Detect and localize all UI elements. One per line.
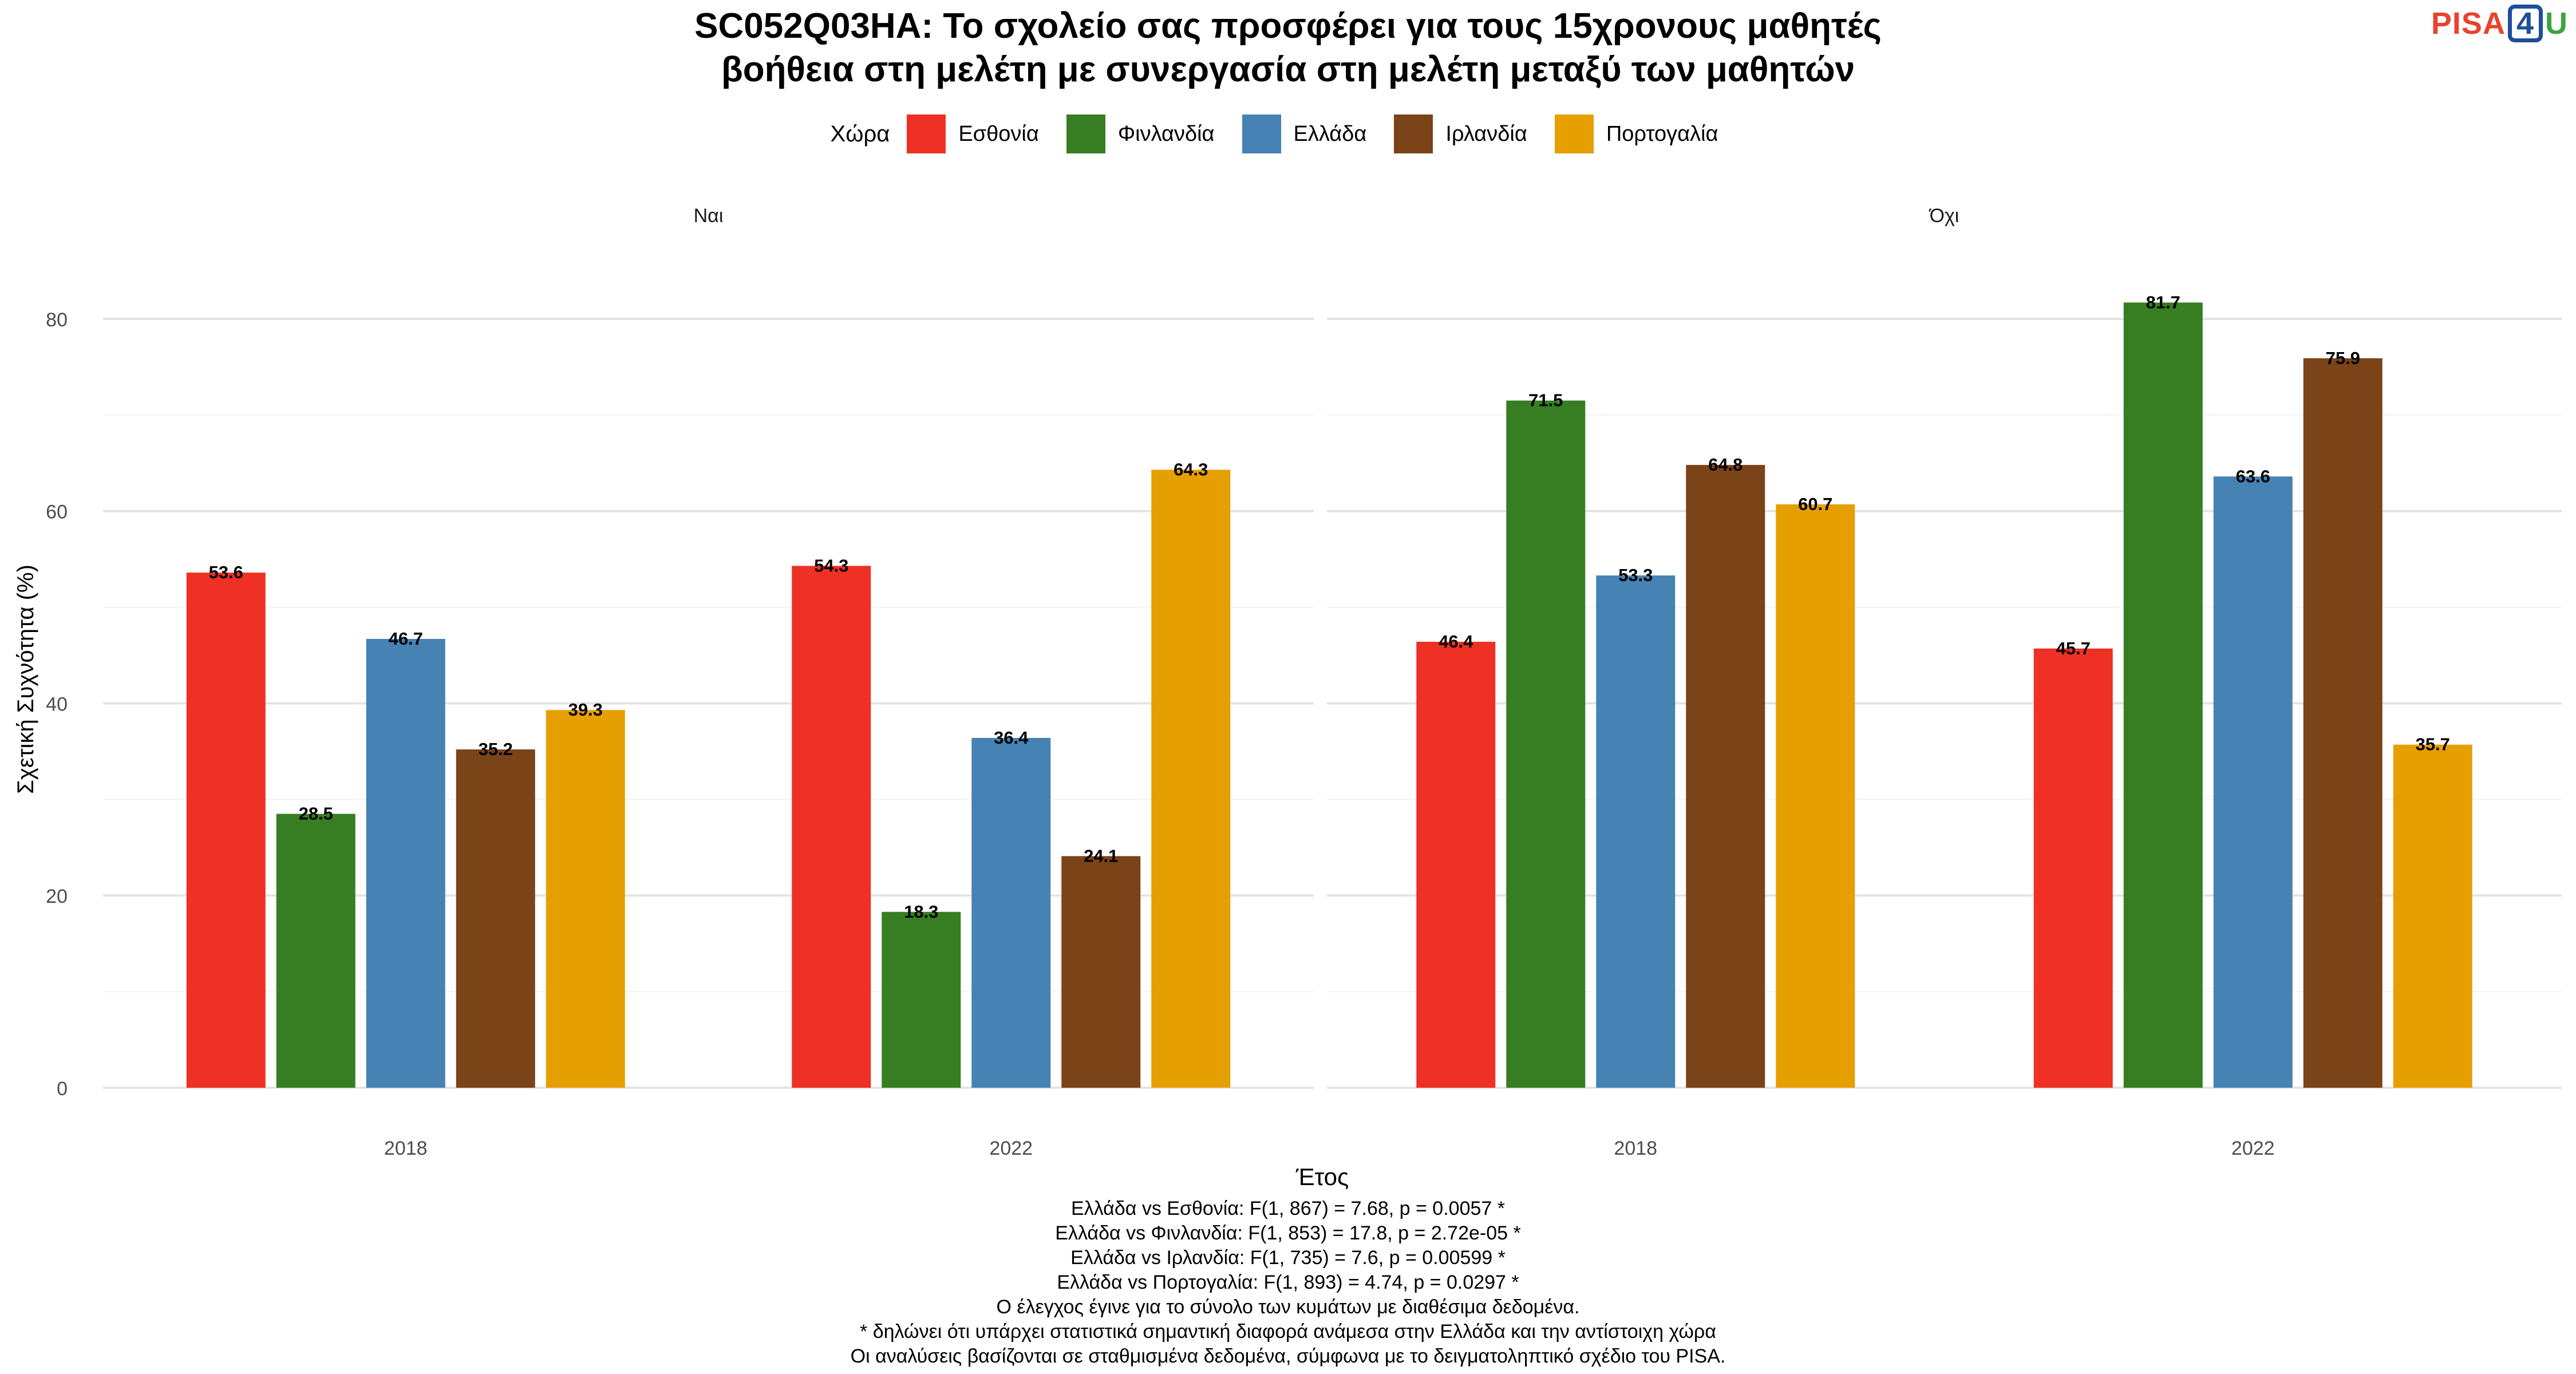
- y-tick-label: 0: [57, 1078, 68, 1100]
- note-line: Οι αναλύσεις βασίζονται σε σταθμισμένα δ…: [850, 1345, 1726, 1367]
- bar: [1061, 856, 1141, 1088]
- data-label: 35.7: [2416, 735, 2450, 755]
- bar: [276, 814, 355, 1088]
- data-label: 35.2: [479, 739, 513, 759]
- logo-text-u: U: [2545, 6, 2568, 41]
- bar: [1776, 504, 1855, 1088]
- data-label: 64.8: [1708, 455, 1743, 475]
- note-line: Ελλάδα vs Πορτογαλία: F(1, 893) = 4.74, …: [1057, 1272, 1519, 1293]
- data-label: 54.3: [814, 555, 848, 575]
- title-line-1: SC052Q03HA: Το σχολείο σας προσφέρει για…: [694, 6, 1882, 46]
- y-axis-title: Σχετική Συχνότητα (%): [13, 564, 38, 794]
- bar: [456, 749, 535, 1088]
- y-tick-label: 60: [46, 502, 68, 523]
- pisa4u-logo: PISA 4 U: [2431, 5, 2568, 42]
- bar: [186, 572, 266, 1088]
- note-line: Ελλάδα vs Ιρλανδία: F(1, 735) = 7.6, p =…: [1070, 1247, 1506, 1269]
- data-label: 24.1: [1084, 846, 1118, 866]
- legend-swatch-greece: [1242, 114, 1281, 153]
- data-label: 28.5: [299, 804, 333, 824]
- data-label: 81.7: [2146, 292, 2180, 312]
- data-label: 53.3: [1618, 565, 1653, 585]
- legend-swatch-estonia: [907, 114, 946, 153]
- data-label: 36.4: [994, 728, 1029, 748]
- data-label: 46.7: [389, 629, 423, 649]
- bar: [1151, 469, 1231, 1088]
- legend-swatch-finland: [1066, 114, 1105, 153]
- bar: [1416, 642, 1496, 1088]
- legend-title: Χώρα: [830, 121, 890, 147]
- data-label: 18.3: [904, 902, 938, 922]
- data-label: 39.3: [568, 700, 603, 720]
- bar: [1596, 575, 1676, 1088]
- logo-text-4: 4: [2507, 5, 2543, 42]
- data-label: 75.9: [2326, 348, 2360, 368]
- bar: [1506, 400, 1586, 1088]
- legend-swatch-ireland: [1394, 114, 1433, 153]
- legend-label-finland: Φινλανδία: [1117, 121, 1215, 146]
- y-tick-label: 40: [46, 693, 68, 715]
- bar: [546, 710, 625, 1088]
- legend-item-portugal: Πορτογαλία: [1554, 114, 1718, 153]
- bar: [2393, 744, 2472, 1088]
- legend-item-estonia: Εσθονία: [907, 114, 1039, 153]
- data-label: 64.3: [1174, 460, 1208, 480]
- data-label: 71.5: [1528, 390, 1563, 410]
- bar: [2303, 358, 2383, 1088]
- bar: [792, 566, 871, 1088]
- legend-item-finland: Φινλανδία: [1066, 114, 1215, 153]
- bar: [2033, 648, 2113, 1088]
- x-tick-label: 2018: [1614, 1138, 1657, 1159]
- x-tick-label: 2018: [384, 1138, 428, 1159]
- bar: [971, 737, 1051, 1088]
- facet-label: Ναι: [694, 205, 724, 227]
- bar: [366, 638, 445, 1088]
- x-tick-label: 2022: [2231, 1138, 2275, 1159]
- note-line: Ο έλεγχος έγινε για το σύνολο των κυμάτω…: [996, 1296, 1580, 1318]
- data-label: 45.7: [2056, 638, 2091, 658]
- note-line: Ελλάδα vs Φινλανδία: F(1, 853) = 17.8, p…: [1055, 1222, 1521, 1244]
- data-label: 63.6: [2236, 466, 2270, 486]
- footnotes: Ελλάδα vs Εσθονία: F(1, 867) = 7.68, p =…: [0, 1197, 2576, 1369]
- note-line: Ελλάδα vs Εσθονία: F(1, 867) = 7.68, p =…: [1071, 1198, 1505, 1219]
- data-label: 46.4: [1439, 631, 1473, 652]
- x-axis-title: Έτος: [1295, 1163, 1349, 1190]
- x-tick-label: 2022: [989, 1138, 1033, 1159]
- bar: [2123, 302, 2203, 1088]
- legend: Χώρα Εσθονία Φινλανδία Ελλάδα Ιρλανδία Π…: [0, 114, 2576, 153]
- facet-label: Όχι: [1929, 205, 1959, 227]
- y-tick-label: 20: [46, 886, 68, 907]
- chart-title: SC052Q03HA: Το σχολείο σας προσφέρει για…: [0, 5, 2576, 92]
- data-label: 60.7: [1798, 494, 1832, 514]
- logo-text-pisa: PISA: [2431, 6, 2506, 41]
- legend-label-estonia: Εσθονία: [958, 121, 1039, 146]
- y-tick-label: 80: [46, 309, 68, 331]
- legend-label-greece: Ελλάδα: [1293, 121, 1367, 146]
- legend-label-ireland: Ιρλανδία: [1445, 121, 1527, 146]
- data-label: 53.6: [209, 562, 243, 582]
- bar: [2213, 476, 2293, 1088]
- note-line: * δηλώνει ότι υπάρχει στατιστικά σημαντι…: [860, 1321, 1716, 1343]
- legend-label-portugal: Πορτογαλία: [1606, 121, 1718, 146]
- title-line-2: βοήθεια στη μελέτη με συνεργασία στη μελ…: [721, 50, 1855, 89]
- legend-swatch-portugal: [1554, 114, 1594, 153]
- bar: [1686, 465, 1765, 1088]
- legend-item-greece: Ελλάδα: [1242, 114, 1367, 153]
- legend-item-ireland: Ιρλανδία: [1394, 114, 1527, 153]
- bar: [882, 911, 961, 1088]
